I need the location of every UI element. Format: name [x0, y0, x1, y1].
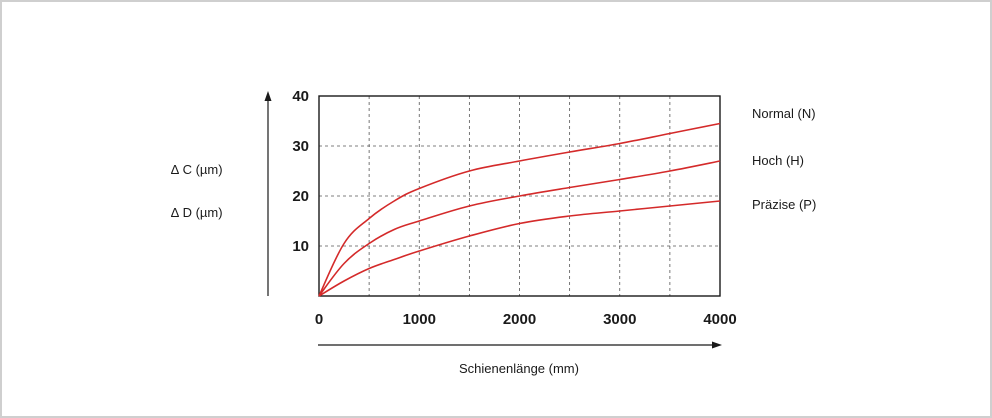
plot-area-border — [318, 95, 721, 297]
series-line-2 — [318, 200, 721, 297]
series-layer — [318, 122, 721, 297]
x-axis-arrowhead — [712, 341, 722, 349]
series-line-1 — [318, 160, 721, 297]
x-tick-label: 0 — [315, 311, 323, 328]
y-tick-label: 40 — [292, 88, 309, 105]
x-axis-label: Schienenlänge (mm) — [459, 361, 579, 376]
legend-entry-1: Hoch (H) — [752, 153, 804, 168]
y-axis-label-delta-d: ∆ D (µm) — [171, 205, 223, 220]
x-tick-label: 1000 — [403, 311, 436, 328]
legend-entry-2: Präzise (P) — [752, 197, 816, 212]
tick-labels: 0 1000 2000 3000 4000 10 20 30 40 — [292, 88, 736, 328]
x-tick-label: 3000 — [603, 311, 636, 328]
y-tick-label: 30 — [292, 138, 309, 155]
x-tick-label: 2000 — [503, 311, 536, 328]
plot-border — [318, 95, 721, 297]
y-axis-arrowhead — [264, 91, 272, 101]
legend-entry-0: Normal (N) — [752, 106, 816, 121]
x-tick-label: 4000 — [703, 311, 736, 328]
y-tick-label: 20 — [292, 188, 309, 205]
legend: Normal (N) Hoch (H) Präzise (P) — [752, 106, 816, 212]
series-line-0 — [318, 122, 721, 297]
y-tick-label: 10 — [292, 238, 309, 255]
y-axis-label-delta-c: ∆ C (µm) — [171, 162, 223, 177]
